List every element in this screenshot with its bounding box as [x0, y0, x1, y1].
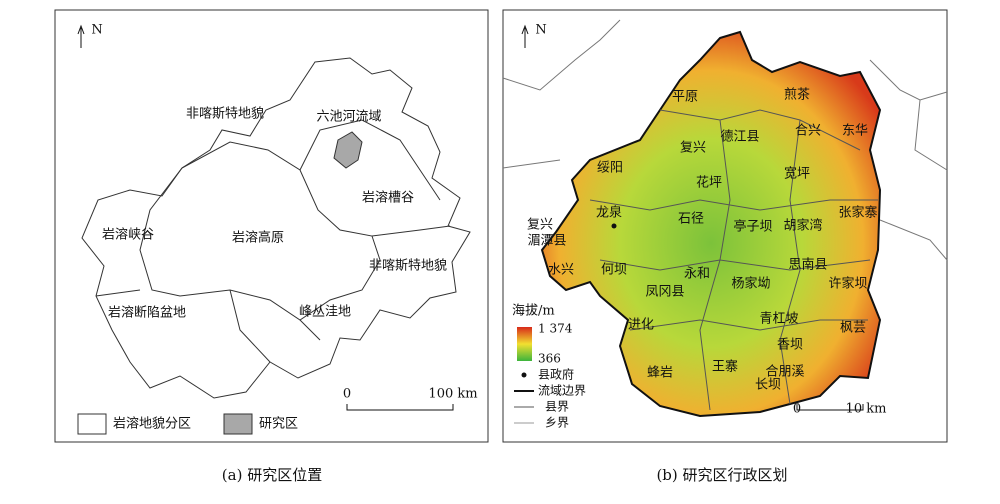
town-label: 许家坝: [828, 276, 867, 292]
town-label: 枫芸: [840, 320, 866, 336]
scale-label: 10 km: [846, 402, 887, 417]
town-label: 宽坪: [784, 166, 810, 182]
legend-title: 海拔/m: [512, 304, 555, 319]
region-label: 岩溶槽谷: [362, 191, 414, 206]
region-label: 峰丛洼地: [299, 305, 351, 320]
town-label: 复兴: [527, 218, 553, 233]
legend-symbol: [521, 372, 527, 378]
town-label: 湄潭县: [527, 234, 566, 249]
town-label: 蜂岩: [647, 366, 673, 381]
caption: (a) 研究区位置: [222, 466, 322, 484]
town-label: 德江县: [720, 130, 759, 145]
scale-label: 0: [793, 402, 801, 417]
scale-bar: [346, 404, 454, 411]
elevation-colorbar: [517, 327, 532, 361]
region-label: 岩溶高原: [232, 230, 284, 246]
region-label: 岩溶峡谷: [102, 228, 154, 243]
town-label: 凤冈县: [645, 285, 684, 300]
province-outline: [81, 57, 471, 399]
zone-boundary: [139, 141, 381, 321]
town-label: 水兴: [548, 263, 574, 278]
north-arrow: [77, 24, 85, 48]
town-label: 思南县: [788, 257, 827, 273]
outer-boundary: [502, 19, 948, 261]
town-label: 香坝: [777, 338, 803, 353]
town-label: 胡家湾: [783, 218, 822, 234]
town-label: 长坝: [755, 378, 781, 393]
legend-min: 366: [538, 352, 561, 366]
legend-label: 县界: [545, 400, 569, 414]
scale-bar: [796, 404, 864, 411]
north-arrow: [521, 24, 529, 48]
north-label: N: [91, 23, 102, 38]
zone-boundary: [95, 119, 451, 363]
legend-label: 流域边界: [538, 384, 586, 398]
north-label: N: [535, 23, 546, 38]
legend-label: 研究区: [259, 417, 298, 432]
scale-label: 100 km: [428, 387, 477, 402]
town-label: 东华: [842, 124, 868, 139]
study-area: [333, 131, 363, 169]
region-label: 非喀斯特地貌: [186, 106, 264, 122]
legend-swatch: [77, 413, 107, 435]
scale-label: 0: [343, 387, 351, 402]
legend-max: 1 374: [538, 322, 573, 336]
town-label: 合兴: [795, 124, 821, 139]
caption: (b) 研究区行政区划: [656, 466, 787, 484]
town-label: 煎茶: [784, 87, 810, 103]
town-label: 亭子坝: [733, 219, 772, 235]
township-boundary: [589, 109, 878, 411]
region-label: 六池河流域: [316, 110, 381, 125]
town-label: 何坝: [601, 262, 627, 278]
region-label: 岩溶断陷盆地: [108, 306, 186, 321]
town-label: 王寨: [712, 359, 738, 375]
town-label: 平原: [672, 90, 698, 105]
legend-label: 岩溶地貌分区: [113, 417, 191, 432]
town-label: 复兴: [680, 141, 706, 156]
town-label: 合朋溪: [765, 365, 804, 380]
town-label: 进化: [628, 318, 654, 333]
legend-label: 乡界: [545, 416, 569, 430]
legend-label: 县政府: [538, 367, 574, 382]
county-seat: [611, 223, 617, 229]
legend-swatch: [223, 413, 253, 435]
town-label: 永和: [684, 267, 710, 282]
town-label: 青杠坡: [759, 311, 798, 327]
town-label: 杨家坳: [731, 276, 770, 292]
town-label: 绥阳: [597, 161, 623, 176]
study-area-dem: [540, 30, 882, 418]
town-label: 龙泉: [596, 205, 622, 221]
town-label: 花坪: [696, 175, 722, 191]
region-label: 非喀斯特地貌: [369, 258, 447, 274]
town-label: 张家寨: [838, 205, 877, 221]
town-label: 石径: [678, 212, 704, 227]
